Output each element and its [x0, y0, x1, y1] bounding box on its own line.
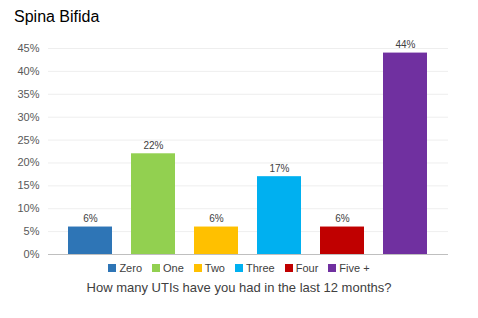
svg-text:20%: 20% — [17, 156, 39, 168]
svg-text:6%: 6% — [209, 213, 224, 224]
svg-text:25%: 25% — [17, 134, 39, 146]
svg-text:5%: 5% — [24, 225, 40, 237]
html-text:Zero: Zero — [119, 262, 142, 274]
svg-text:6%: 6% — [335, 213, 350, 224]
svg-text:30%: 30% — [17, 111, 39, 123]
svg-text:35%: 35% — [17, 88, 39, 100]
svg-text:0%: 0% — [24, 248, 40, 260]
html-text:One: One — [163, 262, 184, 274]
html-text:Five +: Five + — [339, 262, 370, 274]
svg-text:6%: 6% — [83, 213, 98, 224]
svg-text:40%: 40% — [17, 65, 39, 77]
html-text:Three: Three — [246, 262, 275, 274]
svg-text:15%: 15% — [17, 179, 39, 191]
svg-text:45%: 45% — [17, 42, 39, 54]
svg-text:44%: 44% — [395, 39, 415, 50]
svg-text:22%: 22% — [143, 140, 163, 151]
svg-text:17%: 17% — [269, 163, 289, 174]
html-text:Two: Two — [204, 262, 225, 274]
svg-text:10%: 10% — [17, 202, 39, 214]
html-text:How many UTIs have you had in: How many UTIs have you had in the last 1… — [86, 280, 392, 295]
html-text:Four: Four — [295, 262, 319, 274]
html-text:Spina Bifida: Spina Bifida — [14, 8, 100, 25]
